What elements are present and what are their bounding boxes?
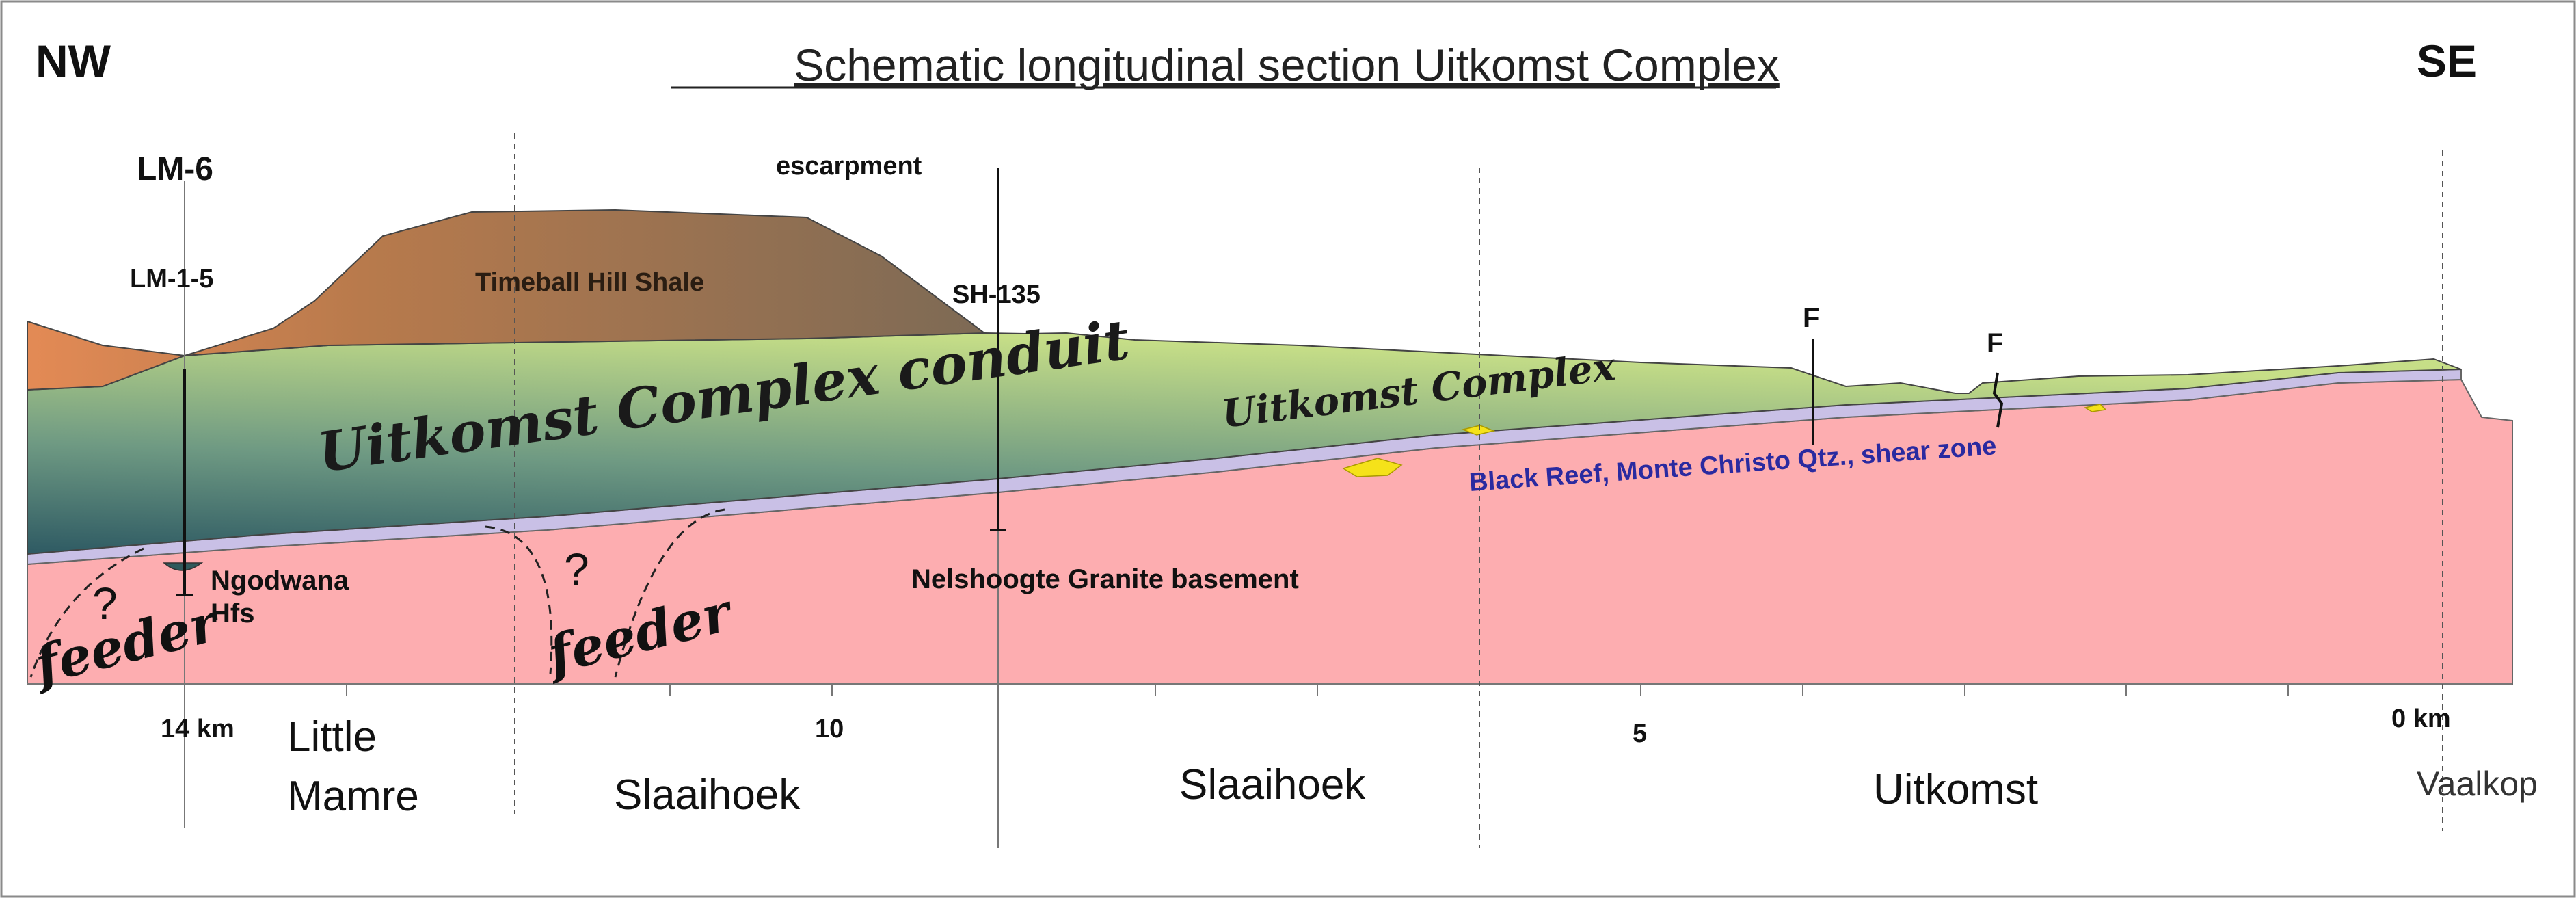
borehole-label-lm-6: LM-6	[137, 151, 213, 187]
granite-basement-label: Nelshoogte Granite basement	[911, 564, 1299, 594]
sulphide-lens	[1461, 425, 1496, 436]
hfs-label: Hfs	[211, 598, 254, 629]
fault-label: F	[1803, 303, 1819, 333]
borehole-label-lm-1-5: LM-1-5	[130, 265, 213, 293]
nw-label: NW	[36, 36, 111, 86]
escarpment-label: escarpment	[776, 152, 922, 181]
figure-title: Schematic longitudinal section Uitkomst …	[794, 40, 1780, 90]
fault-label: F	[1987, 328, 2003, 358]
ngodwana-label: Ngodwana	[211, 566, 349, 596]
feeder-outlines	[29, 508, 725, 678]
farm-little-mamre: Mamre	[287, 773, 419, 820]
farm-little-mamre: Little	[287, 713, 377, 761]
distance-label: 5	[1633, 719, 1647, 748]
sulphide-lens	[1342, 458, 1403, 477]
distance-ticks	[184, 684, 2289, 696]
distance-label: 14 km	[161, 715, 234, 743]
farm-slaaihoek: Slaaihoek	[614, 771, 801, 819]
farm-uitkomst: Uitkomst	[1873, 766, 2038, 813]
distance-label: 0 km	[2391, 704, 2451, 733]
feeder-question: ?	[92, 578, 118, 629]
farm-vaalkop: Vaalkop	[2417, 765, 2538, 803]
fault-line	[1992, 372, 2004, 428]
timeball-hill-shale-layer	[27, 209, 987, 391]
sulphide-lens	[2084, 404, 2107, 412]
borehole-label-sh-135: SH-135	[952, 280, 1041, 309]
distance-label: 10	[815, 715, 844, 743]
farm-slaaihoek: Slaaihoek	[1179, 761, 1366, 808]
se-label: SE	[2417, 36, 2477, 86]
feeder-question: ?	[564, 544, 589, 594]
timeball-hill-shale-label: Timeball Hill Shale	[475, 268, 704, 297]
farm-boundaries	[514, 133, 2443, 848]
